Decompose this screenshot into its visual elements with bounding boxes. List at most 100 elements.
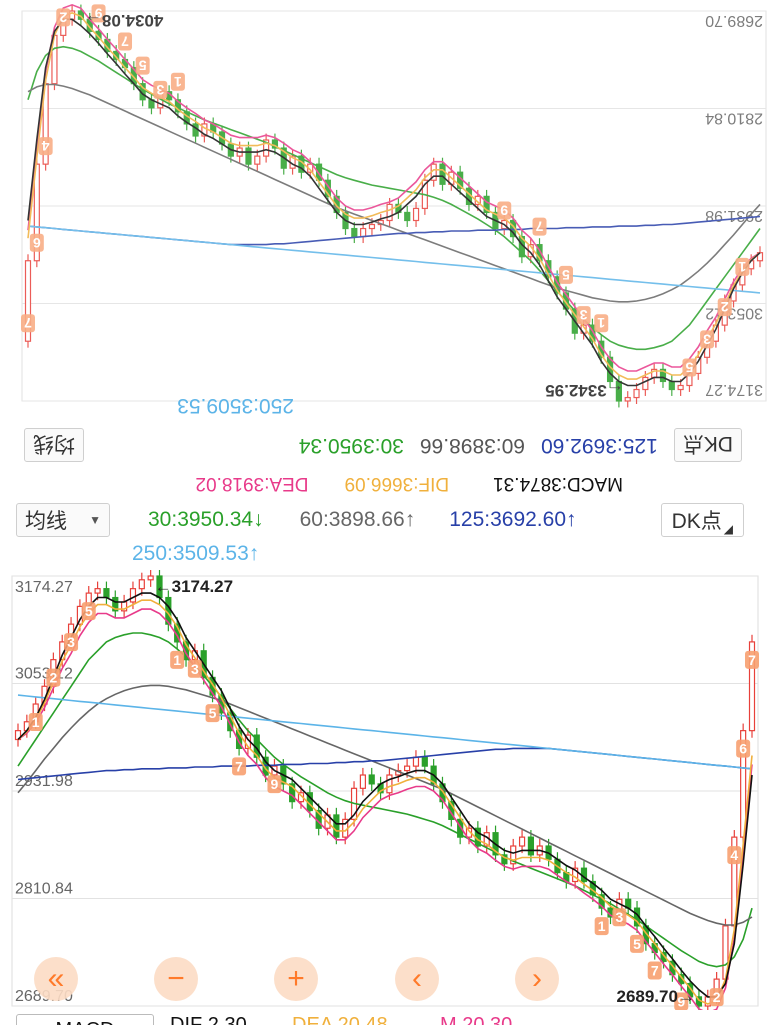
candle-body <box>263 139 270 157</box>
candle-body <box>598 894 605 909</box>
ma250-arrow-icon: ↑ <box>248 542 260 565</box>
sequence-marker-label: 3 <box>191 661 199 677</box>
high-price-label: ←3342.95 <box>545 381 623 400</box>
sequence-marker <box>709 988 724 1007</box>
dk-label: DK点 <box>671 510 722 533</box>
ma60-label: 60:3898.66 <box>299 508 405 531</box>
candle-body <box>245 147 252 165</box>
sequence-marker-label: 5 <box>139 58 147 74</box>
mirrored-ma125: 125:3692.60 <box>541 434 658 457</box>
chevron-right-icon: › <box>532 962 542 995</box>
sequence-marker <box>46 668 61 687</box>
sequence-marker <box>647 961 662 980</box>
sequence-marker-label: 3 <box>67 634 75 650</box>
sequence-marker-label: 5 <box>85 603 93 619</box>
ma30-arrow-icon: ↓ <box>253 508 264 531</box>
candle-body <box>103 588 110 599</box>
candle-body <box>404 211 411 222</box>
y-tick-label: 2810.84 <box>15 881 73 898</box>
candle-body <box>112 596 119 612</box>
sequence-marker-label: 5 <box>685 359 693 375</box>
zoom-out-button[interactable]: − <box>154 957 198 1001</box>
candle-body <box>368 774 375 785</box>
candle-body <box>412 207 420 222</box>
sequence-marker <box>29 233 44 252</box>
mirrored-dk: DK点 <box>673 428 742 462</box>
sequence-marker-label: 1 <box>174 74 182 90</box>
sequence-marker-label: 3 <box>580 307 588 323</box>
mirrored-ma60: 60:3898.66 <box>419 434 526 457</box>
y-tick-label: 2810.84 <box>705 109 763 126</box>
sequence-marker <box>727 846 742 865</box>
sequence-marker <box>674 992 689 1010</box>
jump-start-button[interactable]: « <box>34 957 78 1001</box>
sequence-marker-label: 4 <box>42 138 50 154</box>
sequence-marker <box>64 633 79 652</box>
sequence-marker <box>153 80 168 99</box>
sequence-marker-label: 1 <box>738 259 746 275</box>
ma60-value[interactable]: 60:3898.66↑ <box>300 508 416 532</box>
dk-point-button[interactable]: DK点 ◢ <box>660 503 744 537</box>
sequence-marker <box>135 56 150 75</box>
zoom-in-button[interactable]: + <box>274 957 318 1001</box>
ma-type-label: 均线 <box>25 510 67 533</box>
sequence-marker <box>28 713 43 732</box>
sequence-marker <box>682 358 697 377</box>
plus-icon: + <box>287 962 305 995</box>
ma-line <box>17 608 753 1010</box>
sequence-marker-label: 9 <box>500 203 508 219</box>
macd-strip: MACD DIF 2.30 DEA 20.48 M 20.30 <box>0 1012 768 1025</box>
sequence-marker-label: 9 <box>271 776 279 792</box>
sequence-marker <box>594 917 609 936</box>
candle-body <box>182 641 190 661</box>
sequence-marker-label: 6 <box>33 235 41 251</box>
sequence-marker-label: 7 <box>748 652 756 668</box>
sequence-marker <box>232 757 247 776</box>
sequence-marker-label: 3 <box>156 82 164 98</box>
ma-type-select[interactable]: 均线 ▼ <box>16 503 110 537</box>
candle-body <box>404 765 411 772</box>
candle-body <box>633 388 640 399</box>
candle-body <box>289 783 296 803</box>
macd-tab[interactable]: MACD <box>16 1014 154 1025</box>
sequence-marker-label: 2 <box>59 9 67 25</box>
sequence-marker <box>497 201 512 220</box>
candle-body <box>589 324 596 342</box>
m-value: M 20.30 <box>440 1014 513 1025</box>
sequence-marker-label: 2 <box>49 670 57 686</box>
minus-icon: − <box>167 962 185 995</box>
scroll-right-button[interactable]: › <box>515 957 559 1001</box>
high-price-label: ←3174.27 <box>155 577 233 596</box>
candle-body <box>624 396 631 402</box>
sequence-marker <box>38 137 53 156</box>
ma30-value[interactable]: 30:3950.34↓ <box>148 508 264 532</box>
sequence-marker-label: 1 <box>597 315 605 331</box>
candle-body <box>386 203 393 222</box>
sequence-marker-label: 4 <box>730 847 738 863</box>
y-tick-label: 2931.98 <box>15 773 73 790</box>
ma-line <box>27 12 761 380</box>
sequence-marker-label: 1 <box>598 918 606 934</box>
candle-body <box>14 730 22 741</box>
sequence-marker-label: 7 <box>651 962 659 978</box>
candle-body <box>748 641 756 732</box>
candle-body <box>518 836 526 847</box>
kline-chart[interactable]: 3174.273053.122931.982810.842689.7012351… <box>0 570 768 1010</box>
candle-body <box>386 774 393 794</box>
mirrored-chart: 3174.273053.122931.982810.842689.7012351… <box>21 3 767 408</box>
corner-triangle-icon: ◢ <box>723 522 733 536</box>
ma-line <box>17 684 753 926</box>
mirrored-ma250: 250:3509.53 <box>177 394 294 417</box>
ma250-value[interactable]: 250:3509.53↑ <box>132 542 259 566</box>
candle-body <box>677 384 684 391</box>
candle-body <box>333 814 340 838</box>
ma125-value[interactable]: 125:3692.60↑ <box>449 508 576 532</box>
candle-body <box>138 579 145 590</box>
sequence-marker <box>717 298 732 317</box>
candle-body <box>572 867 579 883</box>
ma-line <box>27 215 761 246</box>
sequence-marker-label: 1 <box>32 714 40 730</box>
candle-body <box>421 756 428 767</box>
scroll-left-button[interactable]: ‹ <box>395 957 439 1001</box>
dif-value: DIF 2.30 <box>170 1014 247 1025</box>
